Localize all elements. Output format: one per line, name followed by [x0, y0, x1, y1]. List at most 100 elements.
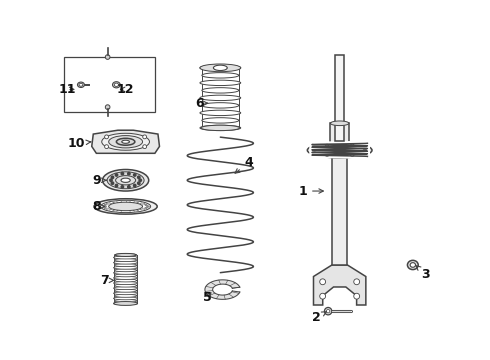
Circle shape	[143, 145, 147, 149]
Ellipse shape	[200, 65, 241, 71]
Ellipse shape	[115, 253, 136, 256]
Circle shape	[138, 176, 140, 179]
Text: 11: 11	[58, 83, 76, 96]
Ellipse shape	[202, 73, 239, 78]
Circle shape	[139, 179, 142, 181]
Text: 8: 8	[92, 200, 104, 213]
Ellipse shape	[202, 118, 239, 123]
Ellipse shape	[109, 136, 143, 148]
Ellipse shape	[350, 154, 354, 156]
Text: 7: 7	[100, 274, 115, 287]
Ellipse shape	[115, 258, 137, 261]
Ellipse shape	[213, 65, 227, 71]
Ellipse shape	[330, 121, 349, 126]
Circle shape	[105, 105, 110, 109]
Ellipse shape	[410, 263, 416, 267]
Ellipse shape	[79, 83, 83, 86]
Ellipse shape	[102, 133, 149, 150]
Ellipse shape	[114, 302, 138, 305]
Text: 10: 10	[68, 137, 91, 150]
Ellipse shape	[114, 292, 138, 295]
Ellipse shape	[200, 125, 241, 131]
Ellipse shape	[114, 261, 138, 264]
Bar	[64, 57, 155, 112]
Ellipse shape	[114, 266, 138, 269]
Ellipse shape	[325, 154, 329, 156]
Ellipse shape	[115, 284, 137, 287]
Ellipse shape	[407, 260, 418, 270]
Ellipse shape	[115, 300, 137, 302]
Text: 3: 3	[416, 266, 430, 281]
Ellipse shape	[115, 264, 137, 267]
Circle shape	[133, 184, 136, 187]
Ellipse shape	[77, 82, 84, 87]
Ellipse shape	[202, 88, 239, 93]
Text: 6: 6	[195, 97, 208, 110]
Bar	[336, 55, 344, 141]
Ellipse shape	[363, 149, 367, 151]
Ellipse shape	[115, 269, 137, 272]
Ellipse shape	[121, 178, 130, 183]
Circle shape	[133, 174, 136, 176]
Text: 4: 4	[235, 156, 253, 173]
Bar	[332, 150, 347, 265]
Ellipse shape	[307, 143, 372, 158]
Ellipse shape	[116, 176, 136, 185]
Circle shape	[354, 293, 360, 299]
Ellipse shape	[114, 276, 138, 279]
Circle shape	[324, 307, 332, 315]
Ellipse shape	[202, 103, 239, 108]
Ellipse shape	[115, 294, 137, 297]
Circle shape	[111, 176, 114, 179]
Text: 9: 9	[92, 174, 106, 187]
Ellipse shape	[115, 253, 137, 256]
Circle shape	[138, 182, 140, 184]
Ellipse shape	[107, 172, 144, 189]
Circle shape	[127, 172, 130, 175]
Ellipse shape	[114, 287, 138, 289]
Circle shape	[105, 135, 108, 139]
Ellipse shape	[200, 95, 241, 100]
Text: 2: 2	[312, 311, 326, 324]
Circle shape	[111, 182, 114, 184]
Ellipse shape	[200, 64, 241, 72]
Ellipse shape	[122, 140, 129, 143]
Circle shape	[121, 172, 123, 175]
Text: 1: 1	[298, 185, 323, 198]
Ellipse shape	[114, 282, 138, 284]
Text: 12: 12	[117, 83, 134, 96]
Ellipse shape	[114, 302, 138, 305]
Ellipse shape	[319, 145, 360, 155]
Ellipse shape	[325, 144, 329, 146]
Ellipse shape	[115, 274, 137, 277]
Ellipse shape	[102, 170, 148, 191]
Ellipse shape	[115, 289, 137, 292]
Circle shape	[143, 135, 147, 139]
Text: 5: 5	[203, 291, 212, 304]
Polygon shape	[205, 280, 240, 300]
Circle shape	[320, 293, 325, 299]
Circle shape	[115, 184, 118, 187]
Ellipse shape	[200, 110, 241, 116]
Circle shape	[115, 174, 118, 176]
Ellipse shape	[115, 279, 137, 282]
Ellipse shape	[114, 271, 138, 274]
Ellipse shape	[100, 200, 150, 213]
Ellipse shape	[350, 144, 354, 146]
Polygon shape	[314, 265, 366, 305]
Circle shape	[354, 279, 360, 285]
Ellipse shape	[109, 202, 143, 211]
Ellipse shape	[114, 256, 138, 259]
Circle shape	[110, 179, 112, 181]
Ellipse shape	[330, 144, 349, 149]
Ellipse shape	[114, 297, 138, 300]
Ellipse shape	[201, 125, 240, 131]
Ellipse shape	[313, 149, 316, 151]
Ellipse shape	[114, 83, 119, 86]
Polygon shape	[92, 130, 159, 153]
Ellipse shape	[116, 138, 135, 145]
Circle shape	[320, 279, 325, 285]
Ellipse shape	[113, 82, 120, 88]
Circle shape	[121, 186, 123, 188]
Circle shape	[105, 145, 108, 149]
